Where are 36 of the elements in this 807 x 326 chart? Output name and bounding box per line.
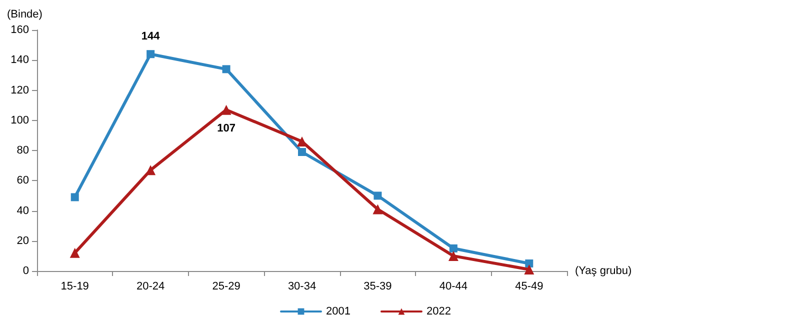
x-tick-label: 45-49 xyxy=(515,280,544,292)
point xyxy=(525,259,534,268)
y-tick-label: 0 xyxy=(22,265,29,277)
point xyxy=(222,65,230,74)
x-tick-label: 25-29 xyxy=(212,280,240,292)
y-tick-label: 160 xyxy=(10,24,29,36)
point xyxy=(448,250,458,261)
point xyxy=(297,136,307,146)
point xyxy=(70,193,79,202)
data-label: 107 xyxy=(217,122,236,134)
point xyxy=(449,244,458,252)
y-tick-label: 20 xyxy=(16,234,29,247)
point xyxy=(374,192,382,200)
y-tick-label: 80 xyxy=(16,144,29,156)
y-tick-label: 140 xyxy=(10,54,29,66)
point xyxy=(70,248,80,258)
y-tick-label: 60 xyxy=(16,174,29,187)
point xyxy=(524,264,534,274)
y-tick-label: 120 xyxy=(10,84,29,96)
x-axis-title: (Yaş grubu) xyxy=(575,265,632,277)
x-tick-label: 20-24 xyxy=(136,280,165,292)
y-axis-title: (Binde) xyxy=(7,8,42,20)
x-tick-label: 40-44 xyxy=(439,280,468,292)
point xyxy=(221,104,232,115)
data-label: 144 xyxy=(141,30,161,43)
point xyxy=(372,204,383,214)
x-tick-label: 35-39 xyxy=(364,280,392,292)
point xyxy=(146,50,155,58)
point xyxy=(146,165,156,176)
y-tick-label: 100 xyxy=(10,114,29,126)
y-tick-label: 40 xyxy=(16,204,29,217)
point xyxy=(298,148,306,156)
legend-label: 2001 xyxy=(326,306,350,318)
x-tick-label: 15-19 xyxy=(60,280,89,292)
legend-label: 2022 xyxy=(426,306,451,318)
x-tick-label: 30-34 xyxy=(288,280,316,292)
